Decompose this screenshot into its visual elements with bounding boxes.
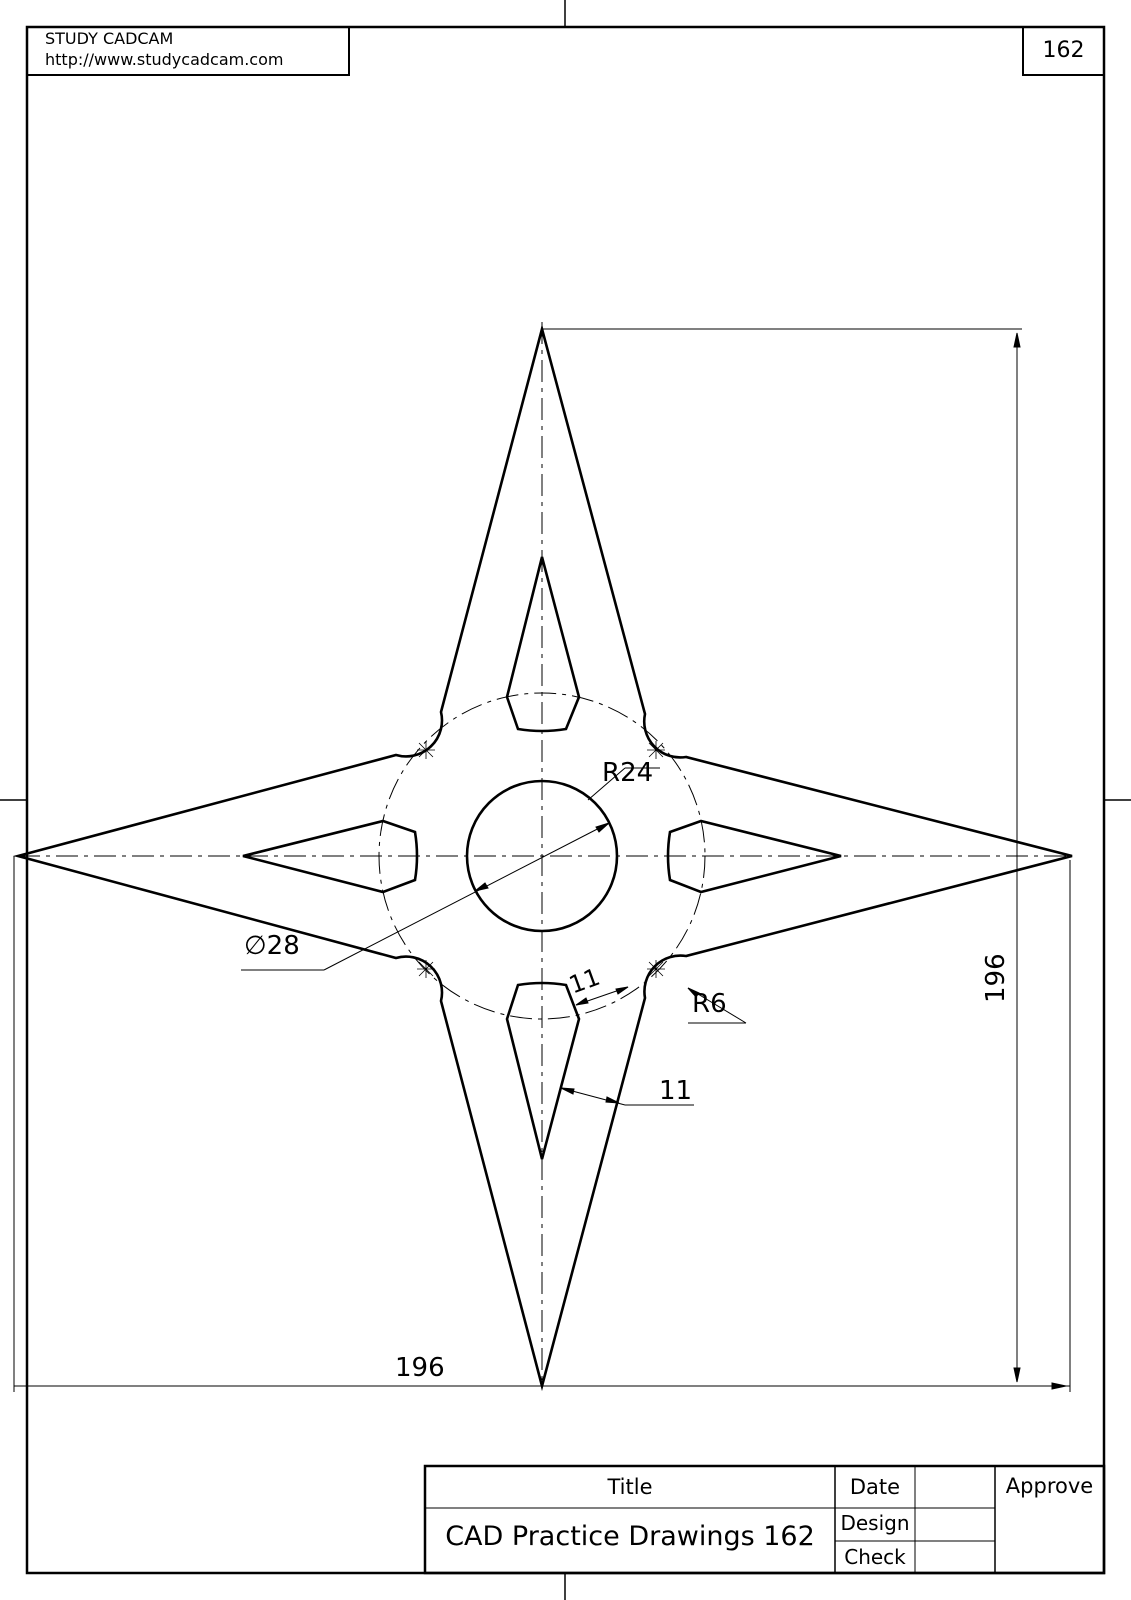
sheet-number: 162	[1042, 38, 1085, 63]
sheet-border	[25, 25, 1106, 1575]
center-hole	[465, 779, 619, 933]
title-label: Title	[607, 1475, 653, 1499]
title-value: CAD Practice Drawings 162	[445, 1521, 815, 1552]
check-label: Check	[844, 1545, 906, 1569]
design-label: Design	[840, 1511, 910, 1535]
radius-r24-label: R24	[602, 758, 654, 788]
inner-slots	[242, 556, 842, 1160]
company-name: STUDY CADCAM	[45, 29, 174, 48]
r24-pitch-circle	[378, 692, 706, 1020]
width-arm-label: 11	[659, 1076, 693, 1106]
title-block-lines	[423, 1464, 1106, 1575]
sheet-number-box	[1022, 26, 1105, 76]
star-outline	[12, 323, 1073, 1392]
company-box	[26, 26, 350, 76]
overall-height-label: 196	[981, 953, 1011, 1003]
overall-width-label: 196	[395, 1353, 445, 1383]
approve-label: Approve	[1005, 1474, 1094, 1498]
company-url[interactable]: http://www.studycadcam.com	[45, 50, 284, 69]
radius-r6-label: R6	[692, 989, 727, 1019]
date-label: Date	[849, 1475, 901, 1499]
diameter-label: ∅28	[244, 931, 300, 961]
center-lines	[18, 322, 1072, 1388]
dimension-lines	[13, 328, 1071, 1392]
